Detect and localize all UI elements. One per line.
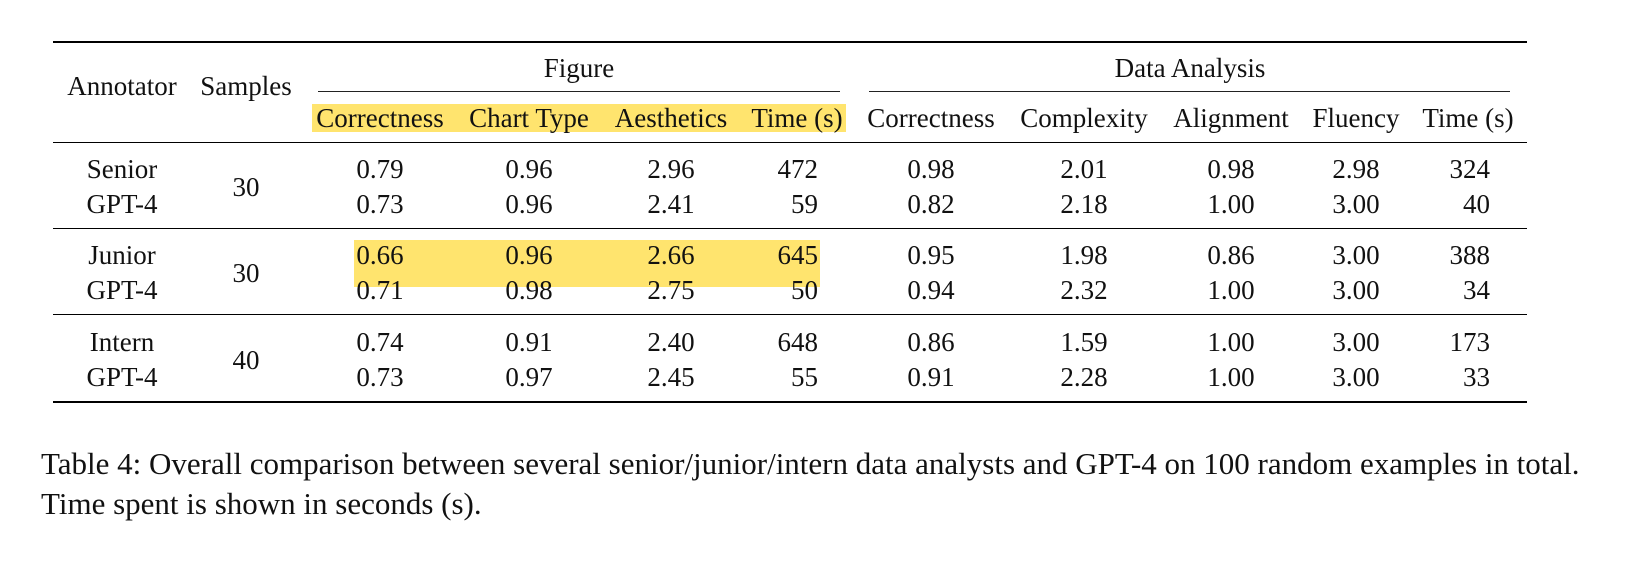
table-cell: 3.00 [1332, 275, 1380, 305]
table-cell: 2.98 [1332, 154, 1380, 184]
table-cell: 0.96 [505, 189, 553, 219]
table-cell: 1.00 [1207, 362, 1255, 392]
table-cell-annotator: GPT-4 [86, 275, 158, 305]
table-cell: 2.45 [647, 362, 695, 392]
table-cell: 0.96 [505, 240, 553, 270]
table-cell: 2.28 [1060, 362, 1108, 392]
table-cell: 0.95 [907, 240, 955, 270]
table-cell: 3.00 [1332, 240, 1380, 270]
header-da-fluency: Fluency [1312, 103, 1400, 133]
header-da-complexity: Complexity [1020, 103, 1148, 133]
table-cell: 0.96 [505, 154, 553, 184]
table-cell-samples: 40 [232, 345, 260, 375]
bottom-rule [53, 401, 1527, 403]
table-cell: 173 [1449, 327, 1491, 357]
table-cell: 0.98 [1207, 154, 1255, 184]
table-cell: 2.75 [647, 275, 695, 305]
table-cell-annotator: Junior [88, 240, 156, 270]
top-rule [53, 41, 1527, 43]
table-cell: 0.94 [907, 275, 955, 305]
header-highlight [312, 104, 846, 132]
table-cell: 0.86 [1207, 240, 1255, 270]
table-cell: 0.82 [907, 189, 955, 219]
group2-rule [53, 314, 1527, 316]
header-figure-time: Time (s) [751, 103, 843, 133]
table-cell: 0.73 [356, 362, 404, 392]
header-figure-chart-type: Chart Type [469, 103, 589, 133]
table-cell: 2.96 [647, 154, 695, 184]
table-cell: 0.91 [505, 327, 553, 357]
table-cell-samples: 30 [232, 172, 260, 202]
table-cell: 34 [1463, 275, 1490, 305]
table-cell: 1.00 [1207, 275, 1255, 305]
header-da-time: Time (s) [1422, 103, 1514, 133]
header-rule [53, 142, 1527, 144]
header-figure-aesthetics: Aesthetics [614, 103, 728, 133]
table-cell: 0.73 [356, 189, 404, 219]
header-group-data-analysis: Data Analysis [1114, 53, 1266, 83]
table-cell: 2.41 [647, 189, 695, 219]
group1-rule [53, 228, 1527, 230]
table-cell: 0.79 [356, 154, 404, 184]
header-da-alignment: Alignment [1173, 103, 1289, 133]
table-cell: 3.00 [1332, 362, 1380, 392]
table-cell: 324 [1449, 154, 1491, 184]
table-cell: 0.91 [907, 362, 955, 392]
table-cell: 50 [791, 275, 818, 305]
table-cell: 2.66 [647, 240, 695, 270]
table-cell: 388 [1449, 240, 1491, 270]
table-cell: 33 [1463, 362, 1490, 392]
header-samples: Samples [200, 71, 292, 101]
table-cell: 59 [791, 189, 818, 219]
table-cell-samples: 30 [232, 258, 260, 288]
table-cell: 2.40 [647, 327, 695, 357]
figure-group-rule [318, 91, 840, 93]
table-cell: 0.74 [356, 327, 404, 357]
table-cell: 0.98 [505, 275, 553, 305]
table-cell-annotator: GPT-4 [86, 362, 158, 392]
table-cell: 0.71 [356, 275, 404, 305]
table-cell: 0.86 [907, 327, 955, 357]
table-cell: 40 [1463, 189, 1490, 219]
header-annotator: Annotator [67, 71, 177, 101]
table-cell: 2.01 [1060, 154, 1108, 184]
table-cell: 645 [777, 240, 819, 270]
header-da-correctness: Correctness [867, 103, 995, 133]
table-cell: 2.18 [1060, 189, 1108, 219]
table-cell-annotator: GPT-4 [86, 189, 158, 219]
data-analysis-group-rule [869, 91, 1510, 93]
table-cell: 472 [777, 154, 819, 184]
header-group-figure: Figure [543, 53, 615, 83]
table-cell: 0.97 [505, 362, 553, 392]
table-cell: 3.00 [1332, 189, 1380, 219]
table-caption: Table 4: Overall comparison between seve… [41, 446, 1580, 521]
header-figure-correctness: Correctness [316, 103, 444, 133]
table-cell-annotator: Intern [89, 327, 155, 357]
table-cell: 0.98 [907, 154, 955, 184]
table-cell: 55 [791, 362, 818, 392]
table-cell: 3.00 [1332, 327, 1380, 357]
table-cell: 1.00 [1207, 189, 1255, 219]
table-cell-annotator: Senior [86, 154, 158, 184]
junior-figure-highlight [354, 240, 820, 287]
table-cell: 1.00 [1207, 327, 1255, 357]
table-cell: 1.59 [1060, 327, 1108, 357]
table-cell: 1.98 [1060, 240, 1108, 270]
table-cell: 0.66 [356, 240, 404, 270]
table-cell: 2.32 [1060, 275, 1108, 305]
table-cell: 648 [777, 327, 819, 357]
